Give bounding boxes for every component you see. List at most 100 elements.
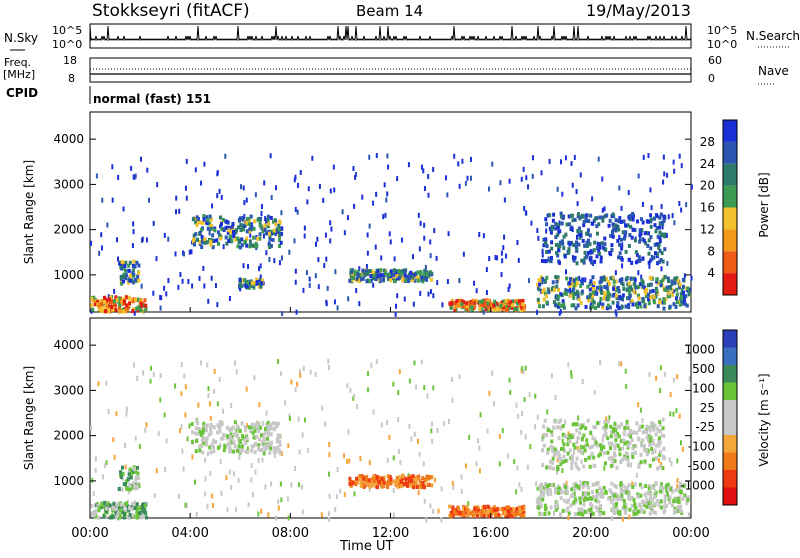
range-gate-cell — [668, 486, 672, 491]
x-tick-label: 12:00 — [372, 526, 409, 541]
range-gate-cell — [581, 238, 585, 243]
range-gate-cell — [348, 481, 352, 486]
range-gate-cell — [531, 155, 534, 161]
range-gate-cell — [568, 433, 572, 438]
range-gate-cell — [465, 306, 469, 311]
range-gate-cell — [621, 263, 624, 269]
range-gate-cell — [355, 288, 358, 294]
range-gate-cell — [209, 431, 213, 436]
range-gate-cell — [649, 213, 653, 218]
range-gate-cell — [605, 294, 609, 299]
range-gate-cell — [626, 282, 630, 287]
range-gate-cell — [465, 301, 469, 306]
range-gate-cell — [311, 155, 314, 161]
range-gate-cell — [605, 416, 608, 422]
range-gate-cell — [572, 442, 576, 447]
range-gate-cell — [625, 419, 629, 424]
range-gate-cell — [118, 515, 122, 520]
range-gate-cell — [396, 176, 399, 182]
range-gate-cell — [564, 458, 568, 463]
range-gate-cell — [392, 272, 396, 277]
range-gate-cell — [287, 515, 290, 521]
range-gate-cell — [387, 272, 391, 277]
range-gate-cell — [367, 478, 371, 483]
range-gate-cell — [676, 374, 679, 380]
range-gate-cell — [217, 445, 221, 450]
range-gate-cell — [644, 429, 648, 434]
range-gate-cell — [202, 217, 206, 222]
range-gate-cell — [109, 295, 113, 300]
range-gate-cell — [599, 359, 602, 365]
range-gate-cell — [421, 476, 425, 481]
range-gate-cell — [672, 499, 676, 504]
range-gate-cell — [567, 214, 571, 219]
range-gate-cell — [255, 280, 259, 285]
range-gate-cell — [601, 218, 605, 223]
range-gate-cell — [612, 507, 616, 512]
range-gate-cell — [276, 433, 279, 439]
range-gate-cell — [184, 412, 187, 418]
range-gate-cell — [488, 256, 491, 262]
range-gate-cell — [577, 242, 581, 247]
range-gate-cell — [479, 307, 483, 312]
range-gate-cell — [661, 466, 665, 471]
range-gate-cell — [609, 434, 613, 439]
range-gate-cell — [565, 500, 569, 505]
range-gate-cell — [250, 425, 254, 430]
range-gate-cell — [641, 284, 645, 289]
range-gate-cell — [555, 500, 559, 505]
range-gate-cell — [248, 244, 252, 249]
range-gate-cell — [255, 277, 259, 282]
range-gate-cell — [610, 507, 614, 512]
range-gate-cell — [240, 444, 244, 449]
range-gate-cell — [690, 275, 693, 281]
range-gate-cell — [605, 285, 609, 290]
range-gate-cell — [393, 256, 396, 262]
range-gate-cell — [539, 504, 543, 509]
range-gate-cell — [542, 297, 546, 302]
range-gate-cell — [124, 464, 127, 470]
range-gate-cell — [556, 275, 560, 280]
range-gate-cell — [202, 421, 206, 426]
range-gate-cell — [541, 497, 545, 502]
range-gate-cell — [637, 427, 641, 432]
range-gate-cell — [339, 488, 342, 494]
range-gate-cell — [552, 212, 556, 217]
range-gate-cell — [544, 481, 548, 486]
range-gate-cell — [567, 362, 570, 368]
range-gate-cell — [586, 295, 590, 300]
range-gate-cell — [621, 230, 625, 235]
range-gate-cell — [382, 480, 386, 485]
range-gate-cell — [631, 211, 635, 216]
range-gate-cell — [184, 185, 187, 191]
range-gate-cell — [200, 234, 204, 239]
range-gate-cell — [680, 296, 684, 301]
range-gate-cell — [248, 226, 252, 231]
range-gate-cell — [596, 481, 600, 486]
range-gate-cell — [244, 440, 248, 445]
range-gate-cell — [641, 220, 645, 225]
range-gate-cell — [247, 222, 251, 227]
range-gate-cell — [629, 428, 633, 433]
colorbar-segment — [723, 487, 737, 505]
range-gate-cell — [506, 453, 509, 459]
range-gate-cell — [541, 289, 545, 294]
range-gate-cell — [245, 220, 249, 225]
range-gate-cell — [419, 220, 422, 226]
range-gate-cell — [522, 166, 525, 172]
range-gate-cell — [248, 429, 252, 434]
range-gate-cell — [635, 285, 639, 290]
range-gate-cell — [297, 416, 300, 422]
range-gate-cell — [579, 230, 583, 235]
range-gate-cell — [159, 397, 162, 403]
range-gate-cell — [368, 460, 371, 466]
velocity-ylabel: Slant Range [km] — [22, 366, 36, 470]
range-gate-cell — [203, 240, 207, 245]
range-gate-cell — [135, 502, 139, 507]
range-gate-cell — [191, 217, 195, 222]
range-gate-cell — [268, 256, 271, 262]
range-gate-cell — [94, 456, 97, 462]
range-gate-cell — [206, 226, 210, 231]
range-gate-cell — [360, 475, 364, 480]
range-gate-cell — [675, 287, 679, 292]
